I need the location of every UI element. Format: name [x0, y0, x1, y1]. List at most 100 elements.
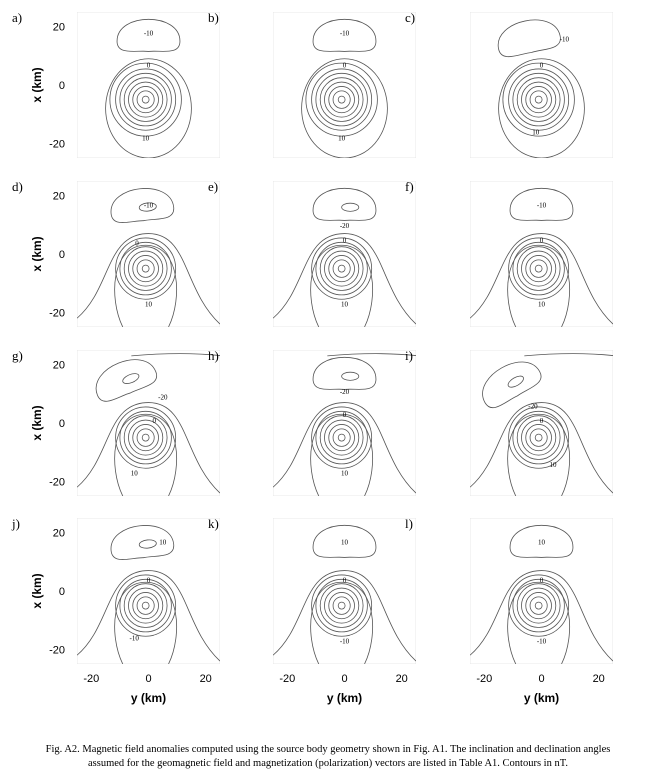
tick-label: 0: [538, 673, 544, 685]
contour-label: -10: [144, 29, 154, 37]
contour: [273, 570, 416, 662]
contour-label: 10: [145, 301, 153, 309]
contour: [131, 353, 220, 357]
contour-label: 10: [142, 135, 150, 143]
contour-label: 0: [152, 417, 156, 425]
contour: [132, 86, 159, 114]
contour: [508, 237, 570, 300]
contour-label: 10: [338, 135, 346, 143]
contour: [512, 241, 565, 296]
contour-label: 10: [532, 129, 540, 137]
contour: [122, 373, 140, 384]
contour: [128, 81, 164, 118]
contour-label: -20: [340, 388, 350, 396]
contour: [525, 86, 552, 114]
contour: [273, 402, 416, 494]
contour: [341, 202, 360, 212]
contour: [509, 524, 574, 558]
contour: [119, 241, 172, 296]
contour-label: -10: [340, 29, 350, 37]
contour: [534, 601, 543, 610]
contour: [332, 259, 351, 278]
contour: [508, 68, 570, 131]
contour-label: 10: [341, 538, 349, 546]
contour: [470, 570, 613, 662]
contour-label: -20: [528, 402, 538, 410]
tick-label: -20: [279, 673, 295, 685]
contour: [507, 413, 571, 496]
contour: [470, 233, 613, 325]
contour: [141, 433, 150, 442]
contour: [521, 250, 557, 287]
panel: [77, 12, 220, 158]
contour: [328, 255, 355, 283]
contour: [110, 188, 175, 223]
contour: [110, 525, 175, 560]
contour: [136, 259, 155, 278]
contour-label: 0: [147, 576, 151, 584]
contour: [128, 419, 164, 456]
contour: [136, 428, 155, 447]
panel-label: e): [208, 179, 218, 194]
panel-label: d): [12, 179, 23, 194]
tick-label: 20: [396, 673, 408, 685]
contour: [315, 410, 368, 465]
contour-label: 0: [135, 239, 139, 247]
contour-label: 10: [159, 538, 167, 546]
contour-label: -10: [130, 635, 140, 643]
contour: [141, 601, 150, 610]
contour: [138, 539, 157, 549]
contour: [507, 581, 571, 664]
panel-label: f): [405, 179, 414, 194]
contour: [507, 375, 524, 388]
contour: [132, 424, 159, 452]
axis-label: y (km): [327, 691, 362, 705]
contour: [534, 264, 543, 273]
contour-label: 0: [343, 411, 347, 419]
contour-label: 10: [549, 461, 557, 469]
contour: [132, 255, 159, 283]
contour: [507, 244, 571, 327]
panel: [470, 518, 613, 664]
contour: [305, 62, 378, 137]
contour: [516, 77, 561, 122]
contour: [337, 433, 346, 442]
contour: [319, 583, 364, 628]
contour-label: 10: [341, 470, 349, 478]
tick-label: 20: [593, 673, 605, 685]
contour-label: 0: [540, 62, 544, 70]
panel: [273, 518, 416, 664]
contour: [136, 596, 155, 615]
panel-label: k): [208, 516, 219, 531]
contour-label: -10: [537, 638, 547, 646]
contour: [516, 246, 561, 291]
contour: [482, 361, 542, 409]
contour: [141, 95, 150, 104]
contour: [114, 581, 178, 664]
panel: [273, 12, 416, 158]
contour: [529, 596, 548, 615]
contour-label: -20: [158, 394, 168, 402]
contour: [109, 62, 182, 137]
axis-label: x (km): [30, 573, 44, 608]
contour: [138, 202, 157, 212]
contour: [273, 233, 416, 325]
contour: [529, 428, 548, 447]
contour: [315, 72, 368, 127]
tick-label: -20: [476, 673, 492, 685]
contour: [119, 72, 172, 127]
panel: [77, 518, 220, 664]
contour: [105, 58, 192, 158]
contour: [324, 250, 360, 287]
contour-label: 0: [540, 576, 544, 584]
contour: [119, 578, 172, 633]
axis-label: x (km): [30, 405, 44, 440]
caption-line: assumed for the geomagnetic field and ma…: [88, 758, 568, 769]
contour-label: 10: [131, 470, 139, 478]
contour: [516, 583, 561, 628]
contour: [114, 413, 178, 496]
contour: [332, 596, 351, 615]
tick-label: 20: [53, 360, 65, 372]
contour: [312, 18, 377, 52]
